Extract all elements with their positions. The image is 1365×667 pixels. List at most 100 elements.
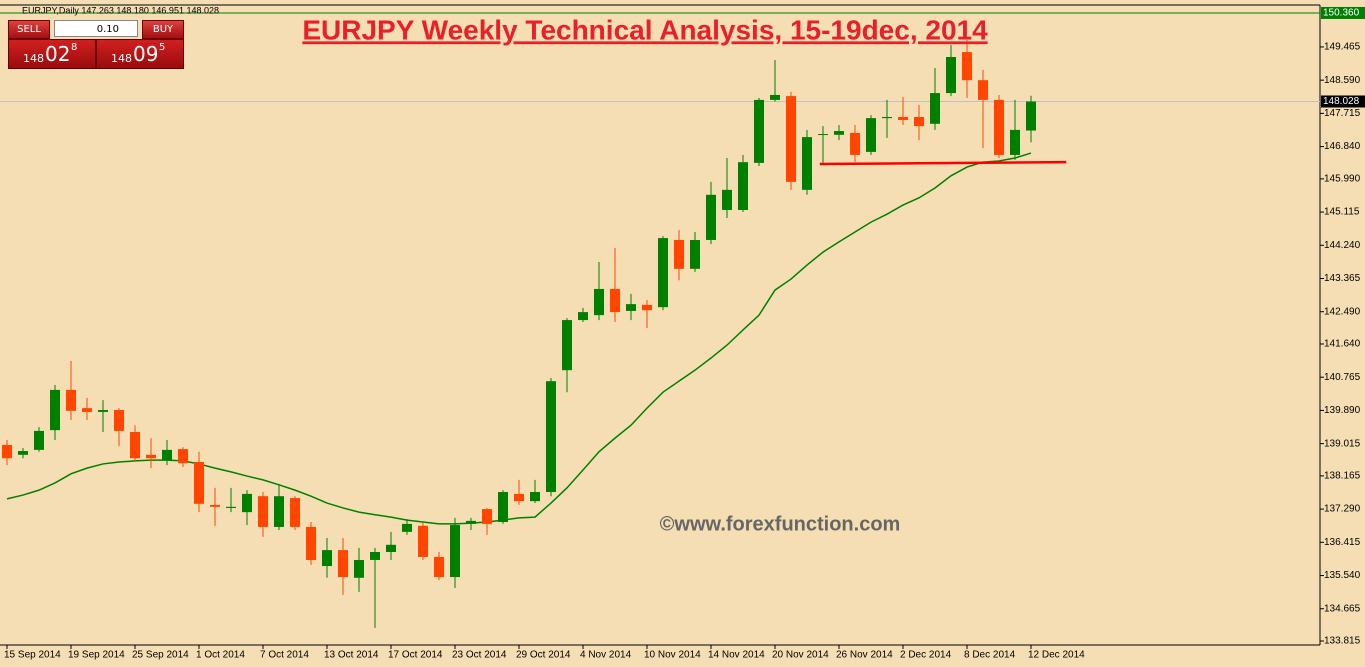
candle-body [946,57,956,94]
y-tick-label: 137.290 [1324,504,1361,515]
candle-body [114,410,124,431]
ask-big: 148 [111,52,132,65]
candle-body [210,504,220,507]
y-tick-label: 135.540 [1324,570,1361,581]
y-tick-label: 138.165 [1324,471,1361,482]
candle-body [258,496,268,527]
y-tick-label: 140.765 [1324,372,1361,383]
candle-body [194,462,204,504]
candle-body [898,116,908,121]
price-label: 148.028 [1323,96,1360,107]
trade-panel: SELL 0.10 BUY 148 02 8 148 09 5 [8,20,184,69]
x-tick-label: 8 Dec 2014 [964,650,1016,661]
candle-body [386,544,396,552]
candle-body [242,493,252,513]
y-tick-label: 139.015 [1324,438,1361,449]
candle-body [434,556,444,578]
candle-body [498,492,508,523]
x-tick-label: 2 Dec 2014 [900,650,952,661]
bid-big: 148 [23,52,44,65]
lot-size[interactable]: 0.10 [54,20,138,37]
candle-body [882,116,892,119]
candle-body [482,509,492,524]
candle-body [674,239,684,269]
candle-body [98,410,108,412]
bid-price[interactable]: 148 02 8 [8,39,96,69]
candle-body [50,389,60,431]
candle-body [34,430,44,450]
candle-body [578,312,588,321]
candle-body [642,304,652,311]
x-tick-label: 14 Nov 2014 [708,650,765,661]
ask-pips: 09 [133,42,159,66]
candle-body [2,444,12,459]
candle-body [1010,129,1020,155]
candle-body [418,525,428,557]
candle-body [274,496,284,527]
candle-body [306,526,316,560]
bid-frac: 8 [71,42,78,53]
candle-body [18,451,28,455]
candle-body [962,52,972,81]
x-tick-label: 25 Sep 2014 [132,650,189,661]
candle-body [610,288,620,313]
x-tick-label: 19 Sep 2014 [68,650,125,661]
bid-pips: 02 [45,42,71,66]
support-line [819,160,1067,166]
candle-body [322,550,332,567]
candle-body [722,189,732,210]
candle-body [370,551,380,560]
candle-body [1026,101,1036,131]
y-tick-label: 145.990 [1324,173,1361,184]
y-tick-label: 145.115 [1324,207,1360,218]
x-tick-label: 12 Dec 2014 [1028,650,1085,661]
x-tick-label: 7 Oct 2014 [260,650,309,661]
price-label-box [1321,6,1365,19]
buy-button[interactable]: BUY [142,20,184,39]
candle-body [738,162,748,210]
y-tick-label: 141.640 [1324,339,1361,350]
candle-body [130,432,140,459]
y-tick-label: 143.365 [1324,273,1361,284]
candle-body [466,520,476,524]
y-tick-label: 144.240 [1324,240,1361,251]
candle-body [866,118,876,152]
candle-body [930,93,940,124]
y-tick-label: 147.715 [1324,108,1361,119]
x-tick-label: 15 Sep 2014 [4,650,61,661]
chart-title: EURJPY Weekly Technical Analysis, 15-19d… [302,14,988,45]
candle-body [562,320,572,371]
x-tick-label: 4 Nov 2014 [580,650,632,661]
candle-body [514,493,524,502]
candle-body [354,559,364,578]
candle-body [754,99,764,163]
candle-body [770,94,780,100]
candle-body [850,132,860,155]
ask-frac: 5 [159,42,166,53]
x-tick-label: 17 Oct 2014 [388,650,443,661]
candle-body [290,498,300,527]
ask-price[interactable]: 148 09 5 [96,39,184,69]
y-tick-label: 148.590 [1324,75,1361,86]
x-tick-label: 23 Oct 2014 [452,650,507,661]
candle-body [834,131,844,135]
sell-button[interactable]: SELL [8,20,50,39]
candle-body [690,239,700,269]
x-tick-label: 1 Oct 2014 [196,650,245,661]
price-label-box [1321,95,1365,108]
candle-body [450,525,460,578]
candle-body [338,550,348,578]
y-tick-label: 149.465 [1324,42,1361,53]
y-tick-label: 146.840 [1324,141,1361,152]
candle-body [546,381,556,493]
y-tick-label: 142.490 [1324,306,1361,317]
candle-body [162,449,172,461]
candle-body [530,492,540,502]
x-tick-label: 20 Nov 2014 [772,650,829,661]
y-tick-label: 134.665 [1324,603,1361,614]
candle-body [994,99,1004,155]
candle-body [226,506,236,508]
x-tick-label: 10 Nov 2014 [644,650,701,661]
